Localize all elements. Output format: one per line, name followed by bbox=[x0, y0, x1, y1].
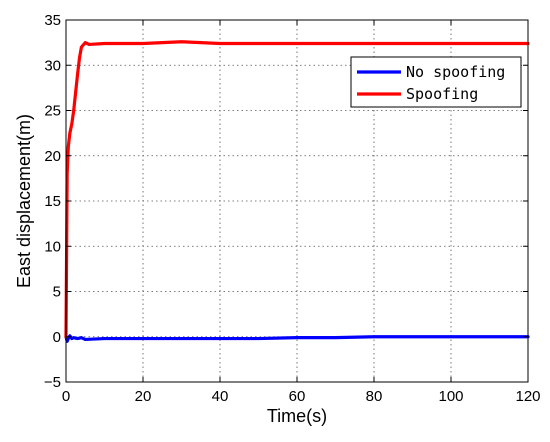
grid-layer bbox=[66, 20, 528, 382]
series-line-1 bbox=[64, 40, 530, 339]
x-tick-label: 0 bbox=[62, 388, 70, 405]
x-tick-label: 60 bbox=[289, 388, 306, 405]
y-axis-label: East displacement(m) bbox=[14, 114, 34, 288]
y-tick-label: 35 bbox=[44, 12, 61, 29]
y-tick-label: 0 bbox=[53, 329, 61, 346]
x-tick-label: 80 bbox=[366, 388, 383, 405]
x-tick-label: 20 bbox=[135, 388, 152, 405]
x-tick-label: 100 bbox=[438, 388, 463, 405]
y-tick-label: −5 bbox=[44, 374, 61, 391]
legend-entry-label: Spoofing bbox=[406, 85, 478, 103]
x-tick-label: 120 bbox=[515, 388, 540, 405]
y-tick-label: 5 bbox=[53, 284, 61, 301]
legend-box bbox=[350, 56, 522, 108]
legend-entry-label: No spoofing bbox=[406, 63, 505, 81]
y-tick-label: 30 bbox=[44, 57, 61, 74]
legend: No spoofing Spoofing bbox=[350, 56, 522, 108]
x-axis-label: Time(s) bbox=[267, 406, 327, 426]
x-tick-label: 40 bbox=[212, 388, 229, 405]
y-tick-label: 20 bbox=[44, 148, 61, 165]
y-tick-label: 10 bbox=[44, 238, 61, 255]
y-tick-label: 15 bbox=[44, 193, 61, 210]
y-tick-label: 25 bbox=[44, 103, 61, 120]
